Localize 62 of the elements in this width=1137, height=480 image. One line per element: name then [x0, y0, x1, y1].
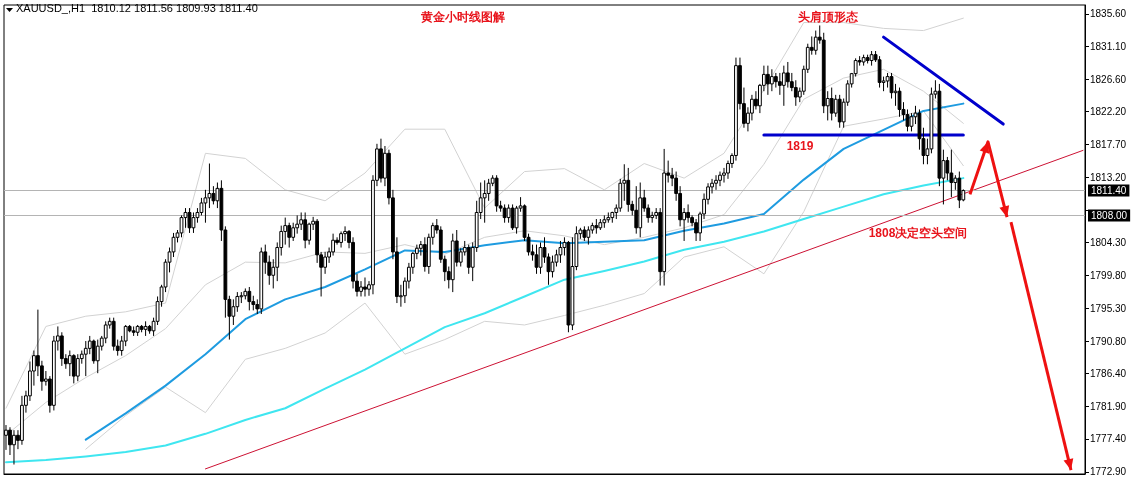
- candlestick: [359, 280, 363, 297]
- candlestick: [506, 203, 511, 224]
- candlestick: [718, 171, 722, 187]
- candlestick: [829, 87, 834, 121]
- candlestick: [777, 72, 782, 96]
- candlestick: [95, 339, 100, 374]
- candlestick: [781, 65, 786, 107]
- candlestick: [466, 244, 471, 275]
- candlestick: [71, 353, 76, 384]
- annotation: 黄金小时线图解: [420, 10, 505, 24]
- y-tick-label: 1795.30: [1090, 302, 1127, 314]
- annotation: 1808决定空头空间: [868, 226, 968, 240]
- candlestick: [837, 94, 842, 129]
- candlestick: [75, 353, 80, 382]
- candlestick: [363, 276, 367, 297]
- candlestick: [945, 156, 950, 181]
- y-tick-label: 1813.20: [1090, 171, 1127, 183]
- candlestick: [187, 207, 192, 234]
- candlestick: [686, 203, 690, 224]
- candlestick: [765, 65, 770, 96]
- candlestick: [510, 203, 515, 231]
- candlestick: [231, 298, 236, 326]
- candlestick: [291, 222, 296, 242]
- y-tick-label: 1786.40: [1090, 367, 1127, 379]
- y-tick-label: 1835.60: [1090, 8, 1127, 20]
- y-tick-label: 1826.60: [1090, 74, 1127, 86]
- candlestick: [103, 320, 108, 344]
- y-tick-label: 1822.20: [1090, 106, 1127, 118]
- y-tick-label: 1772.90: [1090, 466, 1127, 478]
- line-series: [4, 177, 965, 464]
- candlestick: [191, 211, 196, 234]
- candlestick: [303, 211, 308, 249]
- y-tick-label: 1781.90: [1090, 400, 1127, 412]
- candlestick: [634, 185, 639, 235]
- candlestick: [502, 203, 507, 224]
- candlestick: [897, 87, 902, 118]
- candlestick: [769, 68, 774, 92]
- y-tick-label: 1790.80: [1090, 335, 1127, 347]
- candlestick: [714, 174, 718, 191]
- candlestick: [586, 225, 591, 246]
- y-tick-label: 1804.30: [1090, 236, 1127, 248]
- y-tick-label: 1777.40: [1090, 433, 1127, 445]
- candlestick: [877, 55, 882, 89]
- ref-line-label: 1808.00: [1091, 209, 1128, 221]
- y-tick-label: 1799.80: [1090, 269, 1127, 281]
- chart-title: XAUUSD_,H1 1810.12 1811.56 1809.93 1811.40: [16, 1, 258, 14]
- candlestick: [538, 241, 543, 275]
- annotation: 1819: [786, 139, 814, 153]
- annotation: 头肩顶形态: [798, 10, 859, 24]
- candlestick: [123, 324, 128, 347]
- y-tick-label: 1831.10: [1090, 41, 1127, 53]
- candlestick: [793, 79, 798, 107]
- candlestick: [287, 222, 292, 249]
- candlestick: [12, 429, 16, 465]
- candlestick: [482, 179, 487, 224]
- candlestick: [785, 61, 790, 89]
- candlestick: [203, 189, 208, 224]
- ref-line-label: 1811.40: [1091, 185, 1127, 197]
- y-tick-label: 1817.70: [1090, 139, 1127, 151]
- candlestick: [486, 178, 491, 202]
- candlestick: [558, 240, 563, 264]
- candlestick: [323, 251, 328, 275]
